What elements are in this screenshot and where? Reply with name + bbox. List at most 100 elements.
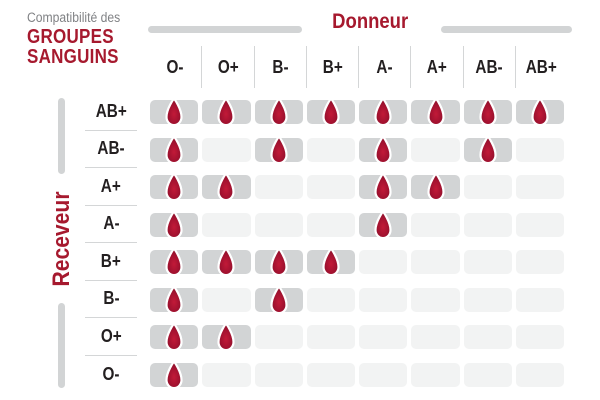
compatibility-cell bbox=[150, 359, 199, 389]
compatibility-cell bbox=[150, 172, 199, 202]
compatibility-cell bbox=[306, 212, 356, 237]
compatibility-cell bbox=[516, 175, 565, 199]
blood-drop-icon bbox=[270, 247, 288, 277]
receiver-row-label: O+ bbox=[100, 325, 122, 346]
compatibility-cell bbox=[202, 247, 251, 277]
compatibility-cell bbox=[463, 97, 513, 127]
blood-drop-icon bbox=[374, 134, 392, 164]
blood-drop-icon bbox=[217, 322, 236, 352]
compatibility-cell bbox=[359, 250, 408, 274]
compatibility-cell bbox=[254, 212, 303, 237]
receiver-row-label: B- bbox=[102, 288, 120, 309]
donor-column-label: B- bbox=[272, 56, 289, 77]
blood-drop-icon bbox=[479, 97, 497, 127]
compatibility-cell bbox=[516, 212, 565, 237]
receiver-row-label: O- bbox=[102, 363, 120, 384]
compatibility-cell bbox=[254, 97, 303, 127]
blood-drop-icon bbox=[165, 209, 183, 239]
compatibility-cell bbox=[202, 97, 251, 127]
compatibility-grid bbox=[150, 97, 565, 389]
donor-column-label: O+ bbox=[217, 56, 239, 77]
receiver-row-label: AB+ bbox=[95, 100, 127, 121]
compatibility-cell bbox=[516, 287, 565, 312]
compatibility-cell bbox=[306, 175, 356, 199]
compatibility-cell bbox=[516, 325, 565, 349]
blood-drop-icon bbox=[217, 247, 236, 277]
blood-drop-icon bbox=[165, 322, 183, 352]
receiver-row-label: A+ bbox=[100, 175, 121, 196]
receiver-axis-line-bottom bbox=[58, 303, 65, 388]
compatibility-cell bbox=[254, 175, 303, 199]
compatibility-cell bbox=[516, 362, 565, 387]
blood-drop-icon bbox=[270, 284, 288, 314]
donor-axis-line-left bbox=[148, 26, 302, 33]
donor-column-header: A- bbox=[358, 46, 410, 88]
blood-drop-icon bbox=[427, 97, 445, 127]
blood-drop-icon bbox=[427, 172, 445, 202]
compatibility-cell bbox=[463, 212, 513, 237]
blood-drop-icon bbox=[270, 97, 288, 127]
compatibility-cell bbox=[254, 325, 303, 349]
donor-columns: O- O+ B- B+ A- A+ AB- AB+ bbox=[149, 46, 567, 88]
compatibility-cell bbox=[463, 362, 513, 387]
blood-drop-icon bbox=[165, 97, 183, 127]
receiver-row-header: A- bbox=[85, 206, 137, 243]
compatibility-cell bbox=[463, 134, 513, 164]
compatibility-cell bbox=[306, 362, 356, 387]
blood-drop-icon bbox=[374, 97, 392, 127]
compatibility-cell bbox=[411, 250, 460, 274]
compatibility-cell bbox=[359, 287, 408, 312]
blood-drop-icon bbox=[479, 134, 497, 164]
blood-drop-icon bbox=[165, 359, 183, 389]
blood-drop-icon bbox=[374, 172, 392, 202]
compatibility-cell bbox=[202, 137, 251, 162]
compatibility-cell bbox=[359, 172, 408, 202]
compatibility-cell bbox=[463, 250, 513, 274]
compatibility-cell bbox=[306, 137, 356, 162]
chart-title-line1: GROUPES bbox=[27, 26, 114, 48]
compatibility-cell bbox=[306, 287, 356, 312]
donor-column-header: O- bbox=[149, 46, 201, 88]
chart-title-prefix: Compatibilité des bbox=[27, 10, 121, 25]
compatibility-cell bbox=[150, 284, 199, 314]
compatibility-cell bbox=[359, 134, 408, 164]
compatibility-cell bbox=[254, 362, 303, 387]
receiver-row-header: B+ bbox=[85, 243, 137, 281]
donor-axis-label: Donneur bbox=[332, 10, 408, 33]
receiver-row-header: O+ bbox=[85, 318, 137, 356]
compatibility-cell bbox=[411, 362, 460, 387]
compatibility-cell bbox=[359, 97, 408, 127]
compatibility-cell bbox=[359, 362, 408, 387]
compatibility-cell bbox=[516, 97, 565, 127]
compatibility-cell bbox=[516, 250, 565, 274]
compatibility-cell bbox=[411, 325, 460, 349]
compatibility-cell bbox=[516, 137, 565, 162]
donor-column-label: O- bbox=[166, 56, 184, 77]
donor-column-header: B+ bbox=[305, 46, 358, 88]
compatibility-cell bbox=[150, 322, 199, 352]
receiver-row-label: B+ bbox=[100, 250, 121, 271]
compatibility-cell bbox=[463, 325, 513, 349]
donor-column-label: AB+ bbox=[526, 56, 558, 77]
compatibility-cell bbox=[463, 175, 513, 199]
compatibility-cell bbox=[463, 287, 513, 312]
compatibility-cell bbox=[411, 137, 460, 162]
compatibility-cell bbox=[306, 247, 356, 277]
receiver-row-header: B- bbox=[85, 281, 137, 318]
blood-drop-icon bbox=[217, 172, 236, 202]
receiver-rows: AB+ AB- A+ A- B+ B- O+ O- bbox=[85, 93, 137, 393]
receiver-row-header: AB- bbox=[85, 131, 137, 168]
compatibility-cell bbox=[359, 325, 408, 349]
compatibility-cell bbox=[306, 97, 356, 127]
receiver-row-header: AB+ bbox=[85, 93, 137, 131]
blood-drop-icon bbox=[531, 97, 549, 127]
compatibility-cell bbox=[202, 322, 251, 352]
donor-column-header: O+ bbox=[201, 46, 253, 88]
compatibility-cell bbox=[411, 97, 460, 127]
compatibility-cell bbox=[150, 97, 199, 127]
receiver-row-label: AB- bbox=[97, 138, 125, 159]
compatibility-cell bbox=[254, 284, 303, 314]
blood-drop-icon bbox=[165, 172, 183, 202]
donor-column-label: A+ bbox=[427, 56, 448, 77]
donor-column-label: AB- bbox=[475, 56, 504, 77]
